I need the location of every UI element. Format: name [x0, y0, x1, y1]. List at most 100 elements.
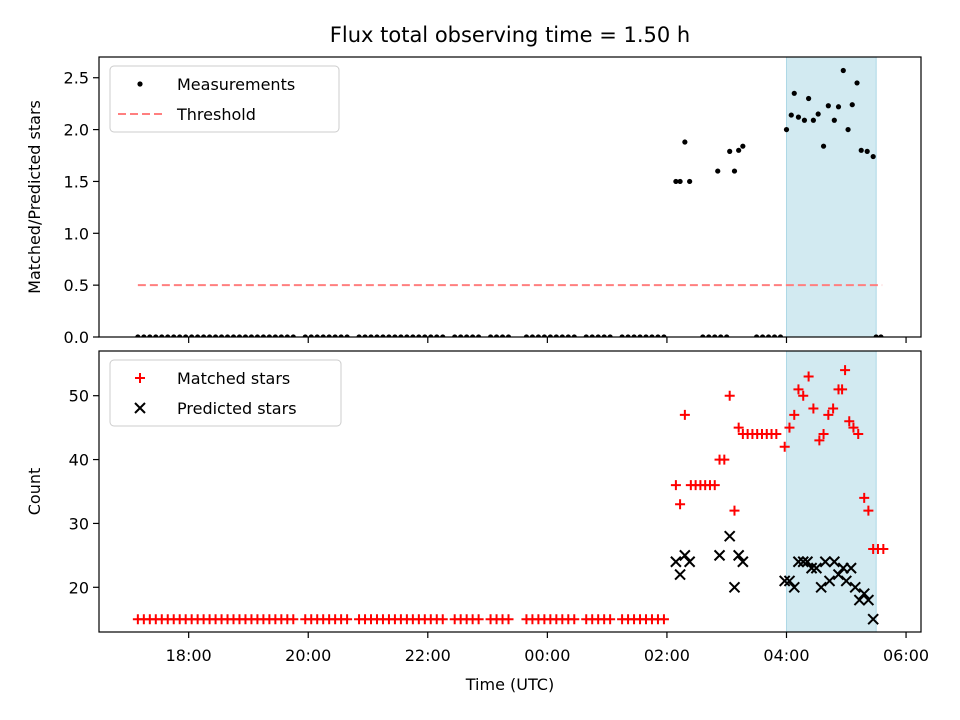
- measurement-point: [759, 334, 766, 337]
- measurement-point: [619, 334, 625, 337]
- measurement-point: [254, 334, 261, 337]
- y-axis-label: Count: [25, 468, 44, 516]
- measurement-point: [777, 334, 784, 337]
- matched-stars-point: [818, 429, 829, 440]
- measurement-point: [362, 334, 368, 337]
- measurement-point: [236, 334, 243, 337]
- y-tick-label: 50: [69, 387, 89, 406]
- measurement-point: [183, 334, 189, 337]
- legend: Matched stars Predicted stars: [109, 359, 342, 427]
- measurement-point: [452, 334, 458, 337]
- matched-stars-point: [789, 409, 800, 420]
- measurement-point: [242, 334, 249, 337]
- measurement-point: [854, 80, 860, 86]
- y-tick-label: 40: [69, 451, 89, 470]
- y-tick-label: 1.5: [64, 172, 89, 191]
- predicted-stars-point: [723, 530, 736, 542]
- measurement-point: [195, 334, 201, 337]
- measurement-point: [864, 148, 870, 154]
- x-tick-label: 22:00: [405, 646, 451, 665]
- measurement-point: [416, 334, 422, 337]
- predicted-stars-point: [858, 587, 870, 600]
- predicted-stars-point: [788, 581, 800, 594]
- plot-root: 0.0 0.5 1.0 1.5 2.0 2.5 Matched/Predicted star…: [25, 56, 929, 694]
- measurement-point: [754, 334, 760, 337]
- measurement-point: [712, 334, 718, 337]
- x-axis-label: Time (UTC): [465, 675, 554, 694]
- x-tick-label: 02:00: [644, 646, 690, 665]
- measurement-point: [718, 334, 724, 337]
- matched-stars-point: [729, 505, 740, 516]
- measurement-point: [278, 334, 284, 337]
- measurement-point: [873, 334, 879, 337]
- measurement-point: [499, 334, 506, 337]
- measurement-point: [165, 334, 171, 337]
- measurement-point: [171, 334, 177, 337]
- predicted-stars-point: [670, 556, 682, 568]
- matched-stars-point: [844, 416, 855, 427]
- measurement-point: [682, 139, 688, 145]
- measurement-point: [153, 334, 159, 337]
- matched-stars-point: [503, 614, 514, 625]
- y-tick-label: 1.0: [64, 224, 89, 243]
- measurement-point: [878, 334, 884, 337]
- measurement-point: [583, 334, 589, 337]
- measurement-point: [795, 114, 802, 120]
- measurement-point: [571, 334, 577, 337]
- matched-stars-point: [798, 390, 809, 401]
- predicted-stars-point: [674, 568, 686, 581]
- measurement-point: [368, 334, 374, 337]
- measurement-point: [625, 334, 631, 337]
- predicted-stars-point: [679, 549, 691, 562]
- measurement-point: [825, 103, 831, 109]
- measurement-point: [380, 334, 386, 337]
- measurement-point: [189, 334, 195, 337]
- matched-stars-point: [342, 614, 353, 625]
- matched-stars-point: [675, 499, 686, 510]
- measurement-point: [765, 334, 772, 337]
- matched-stars-point: [848, 422, 859, 433]
- x-tick-label: 06:00: [883, 646, 929, 665]
- matched-stars-point: [803, 371, 814, 382]
- measurement-point: [849, 102, 855, 108]
- legend-label: Threshold: [176, 105, 256, 124]
- measurement-point: [392, 334, 398, 337]
- measurement-point: [487, 334, 494, 337]
- measurement-point: [284, 334, 290, 337]
- matched-stars-point: [878, 543, 889, 554]
- matched-stars-point: [808, 403, 819, 414]
- measurement-point: [631, 334, 637, 337]
- legend-marker-dot: [137, 81, 143, 87]
- measurement-point: [464, 334, 470, 337]
- matched-stars-point: [679, 409, 690, 420]
- matched-stars-point: [779, 441, 790, 452]
- matched-stars-point: [473, 614, 484, 625]
- measurement-point: [230, 334, 237, 337]
- legend-marker-plus: [135, 373, 145, 383]
- y-tick-label: 2.5: [64, 69, 89, 88]
- measurement-point: [326, 334, 332, 337]
- measurement-point: [736, 147, 742, 153]
- measurement-point: [547, 334, 553, 337]
- measurement-point: [320, 334, 326, 337]
- predicted-stars-point: [713, 549, 726, 562]
- measurement-point: [332, 334, 338, 337]
- legend-label: Predicted stars: [177, 399, 297, 418]
- matched-stars-point: [784, 422, 795, 433]
- predicted-stars-point: [683, 556, 696, 568]
- matched-stars-point: [670, 480, 681, 491]
- measurement-point: [308, 334, 314, 337]
- observing-window-span: [785, 56, 877, 338]
- measurement-point: [422, 334, 428, 337]
- measurement-point: [715, 168, 721, 174]
- measurement-point: [541, 334, 547, 337]
- predicted-stars-point: [867, 613, 879, 625]
- measurement-point: [177, 334, 183, 337]
- predicted-stars-point: [792, 556, 805, 568]
- matched-stars-point: [605, 614, 616, 625]
- measurement-point: [559, 334, 565, 337]
- x-tick-label: 18:00: [166, 646, 212, 665]
- measurement-point: [731, 168, 738, 174]
- y-tick-label: 0.5: [64, 276, 89, 295]
- measurement-point: [677, 178, 683, 185]
